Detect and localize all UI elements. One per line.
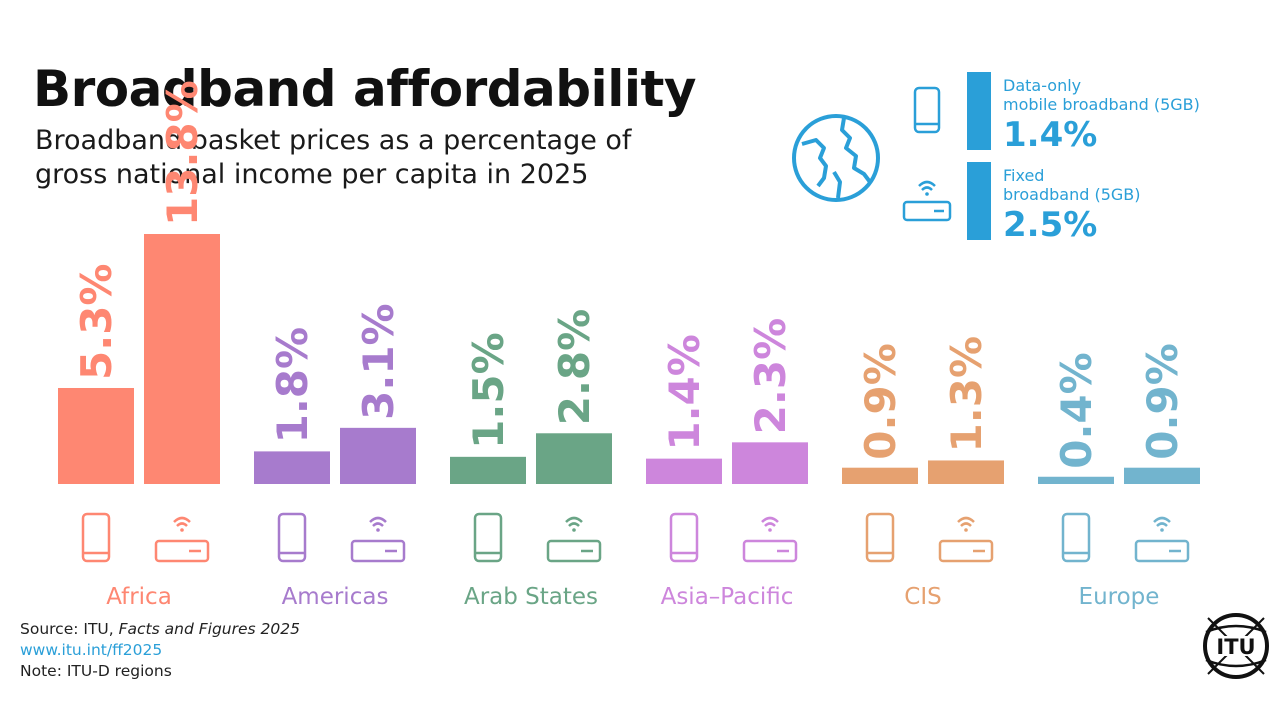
value-label-africa-fixed: 13.8% (158, 80, 207, 226)
value-label-europe-mobile: 0.4% (1052, 352, 1101, 468)
itu-logo-text: ITU (1216, 635, 1255, 659)
subtitle-line-2: gross national income per capita in 2025 (35, 159, 589, 190)
source-note: Source: ITU, Facts and Figures 2025 www.… (20, 619, 300, 682)
legend-fixed: Fixed broadband (5GB) 2.5% (1003, 166, 1141, 244)
value-label-africa-mobile: 5.3% (72, 264, 121, 380)
category-label-africa: Africa (106, 584, 172, 610)
category-label-americas: Americas (282, 584, 389, 610)
world-mobile-bar (967, 72, 991, 150)
bar-arab-states-mobile (450, 456, 526, 484)
legend-fixed-value: 2.5% (1003, 205, 1098, 245)
value-label-arab-states-mobile: 1.5% (464, 332, 513, 448)
mobile-phone-icon (913, 86, 941, 134)
bar-europe-fixed (1124, 467, 1200, 484)
category-label-asia-pacific: Asia–Pacific (661, 584, 794, 610)
mobile-icon-arab-states (473, 512, 503, 563)
bar-cis-mobile (842, 467, 918, 484)
category-label-cis: CIS (904, 584, 941, 610)
chart-subtitle: Broadband basket prices as a percentage … (35, 124, 735, 192)
bar-asia-pacific-mobile (646, 458, 722, 484)
value-label-arab-states-fixed: 2.8% (550, 309, 599, 425)
bar-americas-fixed (340, 427, 416, 484)
bar-americas-mobile (254, 451, 330, 484)
bar-cis-fixed (928, 460, 1004, 484)
router-icon-asia-pacific (742, 516, 798, 563)
mobile-icon-africa (81, 512, 111, 563)
value-label-cis-mobile: 0.9% (856, 343, 905, 459)
legend-mobile-value: 1.4% (1003, 115, 1098, 155)
mobile-icon-cis (865, 512, 895, 563)
region-note: Note: ITU-D regions (20, 662, 172, 680)
value-label-asia-pacific-mobile: 1.4% (660, 334, 709, 450)
source-title: Facts and Figures 2025 (118, 620, 300, 638)
router-icon-americas (350, 516, 406, 563)
legend-mobile: Data-only mobile broadband (5GB) 1.4% (1003, 76, 1200, 154)
value-label-asia-pacific-fixed: 2.3% (746, 318, 795, 434)
bar-africa-fixed (144, 234, 220, 484)
category-label-arab-states: Arab States (464, 584, 598, 610)
category-label-europe: Europe (1079, 584, 1160, 610)
router-icon-africa (154, 516, 210, 563)
source-line: Source: ITU, Facts and Figures 2025 (20, 619, 300, 640)
chart-title: Broadband affordability (33, 60, 696, 118)
bar-arab-states-fixed (536, 433, 612, 484)
legend-mobile-label-line1: Data-only (1003, 76, 1082, 95)
router-icon (902, 180, 952, 222)
mobile-icon-americas (277, 512, 307, 563)
mobile-icon-europe (1061, 512, 1091, 563)
legend-fixed-label-line2: broadband (5GB) (1003, 185, 1141, 204)
subtitle-line-1: Broadband basket prices as a percentage … (35, 125, 632, 156)
legend-mobile-label-line2: mobile broadband (5GB) (1003, 95, 1200, 114)
value-label-americas-mobile: 1.8% (268, 327, 317, 443)
bar-europe-mobile (1038, 476, 1114, 484)
bar-asia-pacific-fixed (732, 442, 808, 484)
value-label-europe-fixed: 0.9% (1138, 343, 1187, 459)
value-label-cis-fixed: 1.3% (942, 336, 991, 452)
router-icon-arab-states (546, 516, 602, 563)
regional-bar-chart: 5.3% 13.8% Africa 1.8% 3.1% Americas 1.5% 2.8% A… (58, 80, 1200, 610)
world-legend: Data-only mobile broadband (5GB) 1.4% Fi… (785, 62, 1265, 252)
legend-fixed-label-line1: Fixed (1003, 166, 1045, 185)
itu-logo: ITU (1203, 613, 1269, 679)
router-icon-europe (1134, 516, 1190, 563)
router-icon-cis (938, 516, 994, 563)
bar-africa-mobile (58, 387, 134, 484)
world-fixed-bar (967, 162, 991, 240)
value-label-americas-fixed: 3.1% (354, 303, 403, 419)
globe-icon (792, 114, 880, 202)
mobile-icon-asia-pacific (669, 512, 699, 563)
source-prefix: Source: ITU, (20, 620, 119, 638)
source-url-link[interactable]: www.itu.int/ff2025 (20, 641, 163, 659)
